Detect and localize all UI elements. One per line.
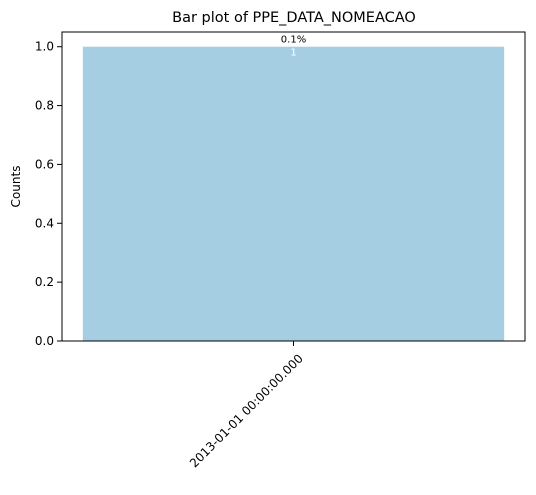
annotation-layer: 0.1% 1 bbox=[281, 35, 306, 59]
x-tick-label-0: 2013-01-01 00:00:00.000 bbox=[187, 351, 306, 470]
y-tick-label-2: 0.4 bbox=[35, 216, 54, 230]
y-tick-label-1: 0.2 bbox=[35, 275, 54, 289]
y-tick-label-0: 0.0 bbox=[35, 334, 54, 348]
percent-label-0: 0.1% bbox=[281, 35, 306, 46]
chart-title: Bar plot of PPE_DATA_NOMEACAO bbox=[172, 10, 416, 26]
bars-layer bbox=[82, 46, 505, 341]
bar-0 bbox=[82, 46, 505, 341]
y-axis-label: Counts bbox=[9, 166, 23, 208]
plot-frame bbox=[61, 31, 526, 342]
y-axis: 0.0 0.2 0.4 0.6 0.8 1.0 bbox=[35, 40, 62, 348]
y-tick-label-3: 0.6 bbox=[35, 157, 54, 171]
y-tick-label-5: 1.0 bbox=[35, 40, 54, 54]
y-tick-label-4: 0.8 bbox=[35, 99, 54, 113]
value-label-0: 1 bbox=[290, 48, 296, 59]
x-axis: 2013-01-01 00:00:00.000 bbox=[187, 341, 306, 470]
